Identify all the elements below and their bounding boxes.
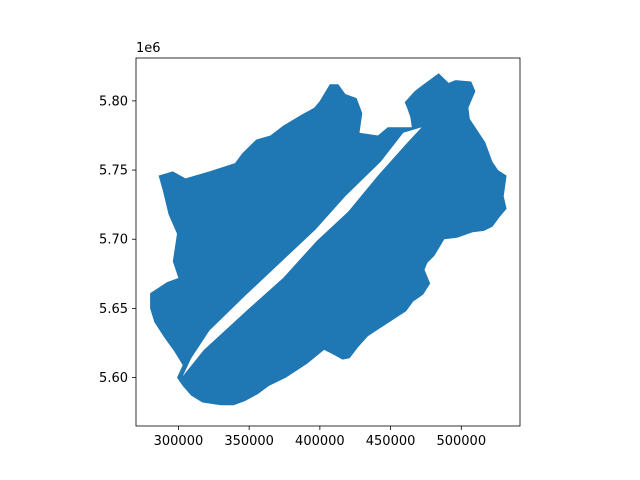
y-tick-label: 5.65 — [99, 302, 128, 317]
y-tick-label: 5.80 — [99, 94, 128, 109]
axes-frame — [135, 57, 521, 427]
x-tick-label: 300000 — [154, 434, 204, 449]
y-axis: 5.60 5.65 5.70 5.75 5.80 — [99, 94, 136, 386]
x-axis: 300000 350000 400000 450000 500000 — [154, 426, 486, 449]
region-polygon — [150, 73, 507, 406]
y-tick-label: 5.70 — [99, 233, 128, 248]
x-tick-label: 400000 — [295, 434, 345, 449]
y-offset-label: 1e6 — [136, 41, 161, 56]
y-tick-label: 5.60 — [99, 371, 128, 386]
x-tick-label: 350000 — [224, 434, 274, 449]
x-tick-label: 450000 — [366, 434, 416, 449]
y-tick-label: 5.75 — [99, 164, 128, 179]
x-tick-label: 500000 — [436, 434, 486, 449]
